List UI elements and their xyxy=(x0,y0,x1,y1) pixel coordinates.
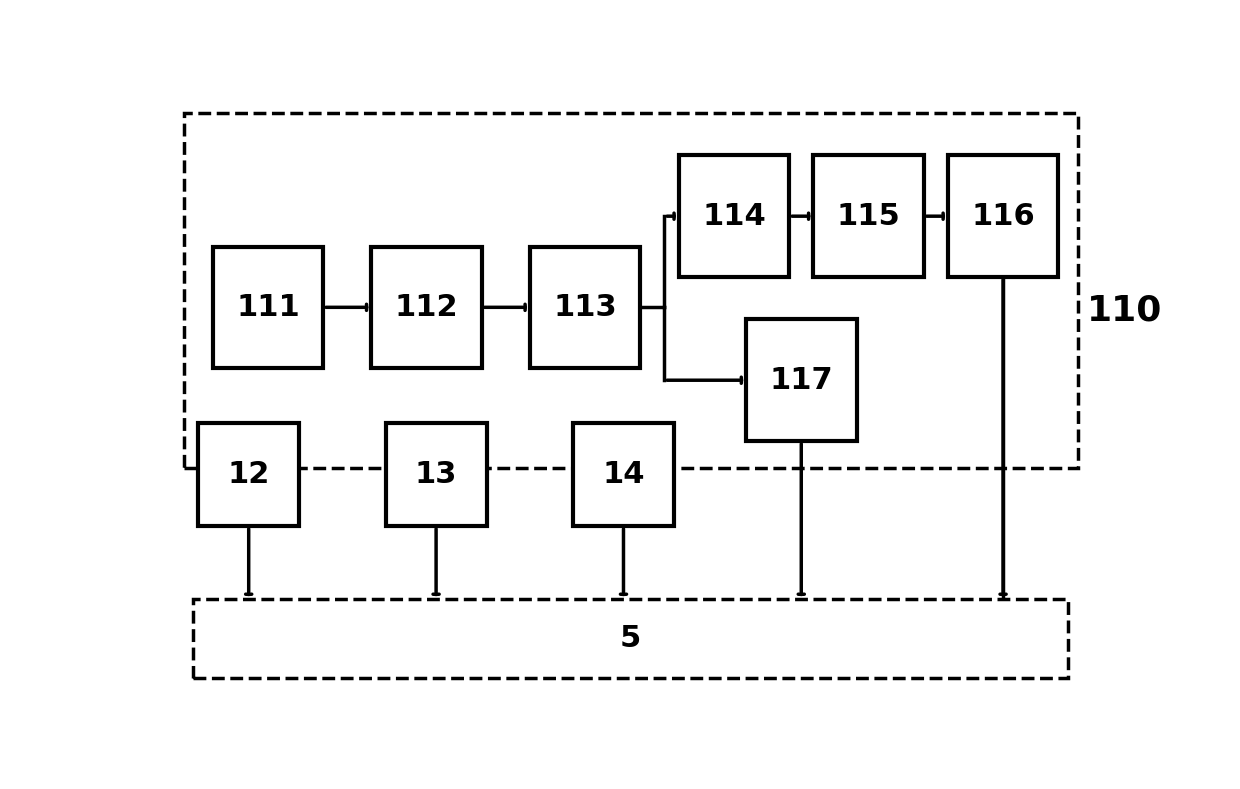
Text: 117: 117 xyxy=(770,366,833,394)
Text: 13: 13 xyxy=(415,460,458,489)
Bar xyxy=(746,320,857,441)
Text: 111: 111 xyxy=(236,293,300,322)
Bar xyxy=(678,155,789,277)
Text: 110: 110 xyxy=(1087,294,1163,327)
Text: 114: 114 xyxy=(702,202,766,230)
Text: 115: 115 xyxy=(837,202,900,230)
Text: 116: 116 xyxy=(971,202,1035,230)
Bar xyxy=(198,423,299,526)
Bar xyxy=(529,246,640,368)
Bar xyxy=(386,423,486,526)
Bar xyxy=(193,599,1068,678)
Text: 5: 5 xyxy=(620,624,641,653)
Text: 112: 112 xyxy=(394,293,459,322)
Text: 12: 12 xyxy=(227,460,270,489)
Bar xyxy=(184,113,1078,469)
Bar xyxy=(947,155,1058,277)
Text: 14: 14 xyxy=(603,460,645,489)
Bar xyxy=(573,423,675,526)
Text: 113: 113 xyxy=(553,293,616,322)
Bar xyxy=(371,246,481,368)
Bar xyxy=(213,246,324,368)
Bar xyxy=(813,155,924,277)
